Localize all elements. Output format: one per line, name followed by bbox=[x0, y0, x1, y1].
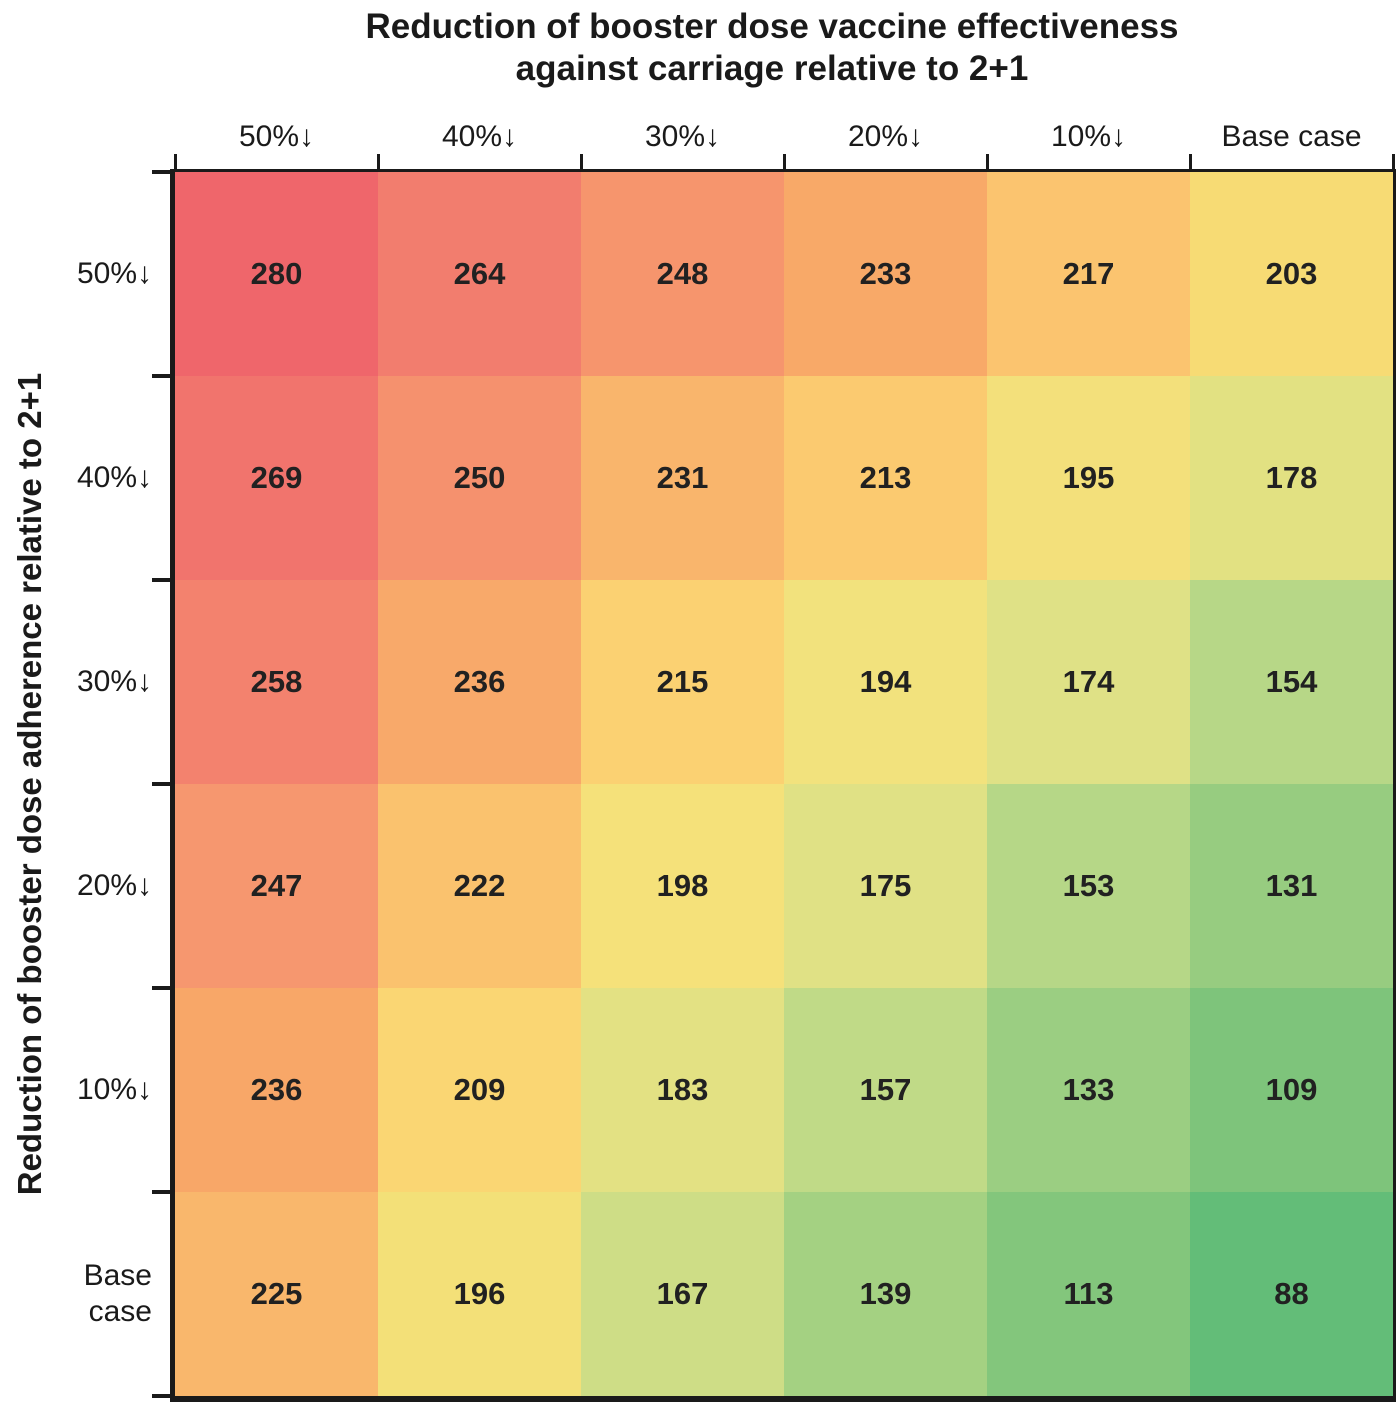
y-axis-tick-2 bbox=[152, 578, 172, 582]
y-axis-tick-5 bbox=[152, 1190, 172, 1194]
heatmap-cell-r3c0: 247 bbox=[175, 784, 378, 988]
y-axis-tick-6 bbox=[152, 1394, 172, 1398]
y-axis-tick-4 bbox=[152, 986, 172, 990]
x-tick-label-2: 30%↓ bbox=[644, 120, 721, 153]
heatmap-cell-r1c5: 178 bbox=[1190, 376, 1393, 580]
heatmap-cell-r3c3: 175 bbox=[784, 784, 987, 988]
heatmap-cell-r4c1: 209 bbox=[378, 988, 581, 1192]
x-axis-tick-6 bbox=[1391, 154, 1395, 170]
y-tick-label-0: 50%↓ bbox=[76, 257, 152, 290]
heatmap-cell-r2c4: 174 bbox=[987, 580, 1190, 784]
heatmap-cell-r1c0: 269 bbox=[175, 376, 378, 580]
y-axis-tick-1 bbox=[152, 374, 172, 378]
heatmap-cell-r0c4: 217 bbox=[987, 172, 1190, 376]
chart-title-line1: Reduction of booster dose vaccine effect… bbox=[365, 7, 1179, 46]
heatmap-cell-r4c2: 183 bbox=[581, 988, 784, 1192]
heatmap-cell-r1c3: 213 bbox=[784, 376, 987, 580]
heatmap-cell-r2c3: 194 bbox=[784, 580, 987, 784]
heatmap-cell-r5c1: 196 bbox=[378, 1192, 581, 1396]
heatmap-cell-r5c3: 139 bbox=[784, 1192, 987, 1396]
x-axis-tick-3 bbox=[782, 154, 786, 170]
heatmap-grid: 280 264 248 233 217 203 269 250 231 213 195 178 258 2… bbox=[170, 169, 1396, 1402]
heatmap-cell-r3c5: 131 bbox=[1190, 784, 1393, 988]
heatmap-cell-r5c5: 88 bbox=[1190, 1192, 1393, 1396]
heatmap-cell-r0c1: 264 bbox=[378, 172, 581, 376]
x-tick-label-3: 20%↓ bbox=[847, 120, 924, 153]
heatmap-cell-r2c2: 215 bbox=[581, 580, 784, 784]
heatmap-cell-r3c4: 153 bbox=[987, 784, 1190, 988]
x-axis-tick-5 bbox=[1188, 154, 1192, 170]
heatmap-cell-r4c5: 109 bbox=[1190, 988, 1393, 1192]
heatmap-cell-r3c1: 222 bbox=[378, 784, 581, 988]
x-axis-tick-2 bbox=[579, 154, 583, 170]
x-tick-label-0: 50%↓ bbox=[238, 120, 315, 153]
x-axis-tick-4 bbox=[985, 154, 989, 170]
chart-title-line2: against carriage relative to 2+1 bbox=[515, 49, 1029, 88]
heatmap-cell-r1c1: 250 bbox=[378, 376, 581, 580]
heatmap-cell-r0c5: 203 bbox=[1190, 172, 1393, 376]
x-axis-tick-0 bbox=[173, 154, 177, 170]
heatmap-cell-r3c2: 198 bbox=[581, 784, 784, 988]
heatmap-cell-r2c5: 154 bbox=[1190, 580, 1393, 784]
heatmap-cell-r2c0: 258 bbox=[175, 580, 378, 784]
heatmap-cell-r0c3: 233 bbox=[784, 172, 987, 376]
heatmap-cell-r0c2: 248 bbox=[581, 172, 784, 376]
y-tick-label-4: 10%↓ bbox=[76, 1073, 152, 1106]
heatmap-cell-r1c2: 231 bbox=[581, 376, 784, 580]
y-axis-tick-3 bbox=[152, 782, 172, 786]
x-tick-label-5: Base case bbox=[1221, 120, 1362, 153]
heatmap-cell-r4c3: 157 bbox=[784, 988, 987, 1192]
y-tick-label-2: 30%↓ bbox=[76, 665, 152, 698]
x-tick-label-4: 10%↓ bbox=[1050, 120, 1127, 153]
y-tick-label-1: 40%↓ bbox=[76, 461, 152, 494]
x-axis-tick-1 bbox=[376, 154, 380, 170]
heatmap-cell-r4c4: 133 bbox=[987, 988, 1190, 1192]
heatmap-cell-r5c2: 167 bbox=[581, 1192, 784, 1396]
heatmap-cell-r5c4: 113 bbox=[987, 1192, 1190, 1396]
heatmap-cell-r0c0: 280 bbox=[175, 172, 378, 376]
x-tick-label-1: 40%↓ bbox=[441, 120, 518, 153]
heatmap-cell-r5c0: 225 bbox=[175, 1192, 378, 1396]
y-tick-label-5: Base case bbox=[83, 1259, 152, 1328]
chart-title: Reduction of booster dose vaccine effect… bbox=[144, 6, 1400, 90]
heatmap-cell-r4c0: 236 bbox=[175, 988, 378, 1192]
heatmap-cell-r1c4: 195 bbox=[987, 376, 1190, 580]
y-tick-label-3: 20%↓ bbox=[76, 869, 152, 902]
heatmap-cell-r2c1: 236 bbox=[378, 580, 581, 784]
y-axis-tick-0 bbox=[152, 170, 172, 174]
